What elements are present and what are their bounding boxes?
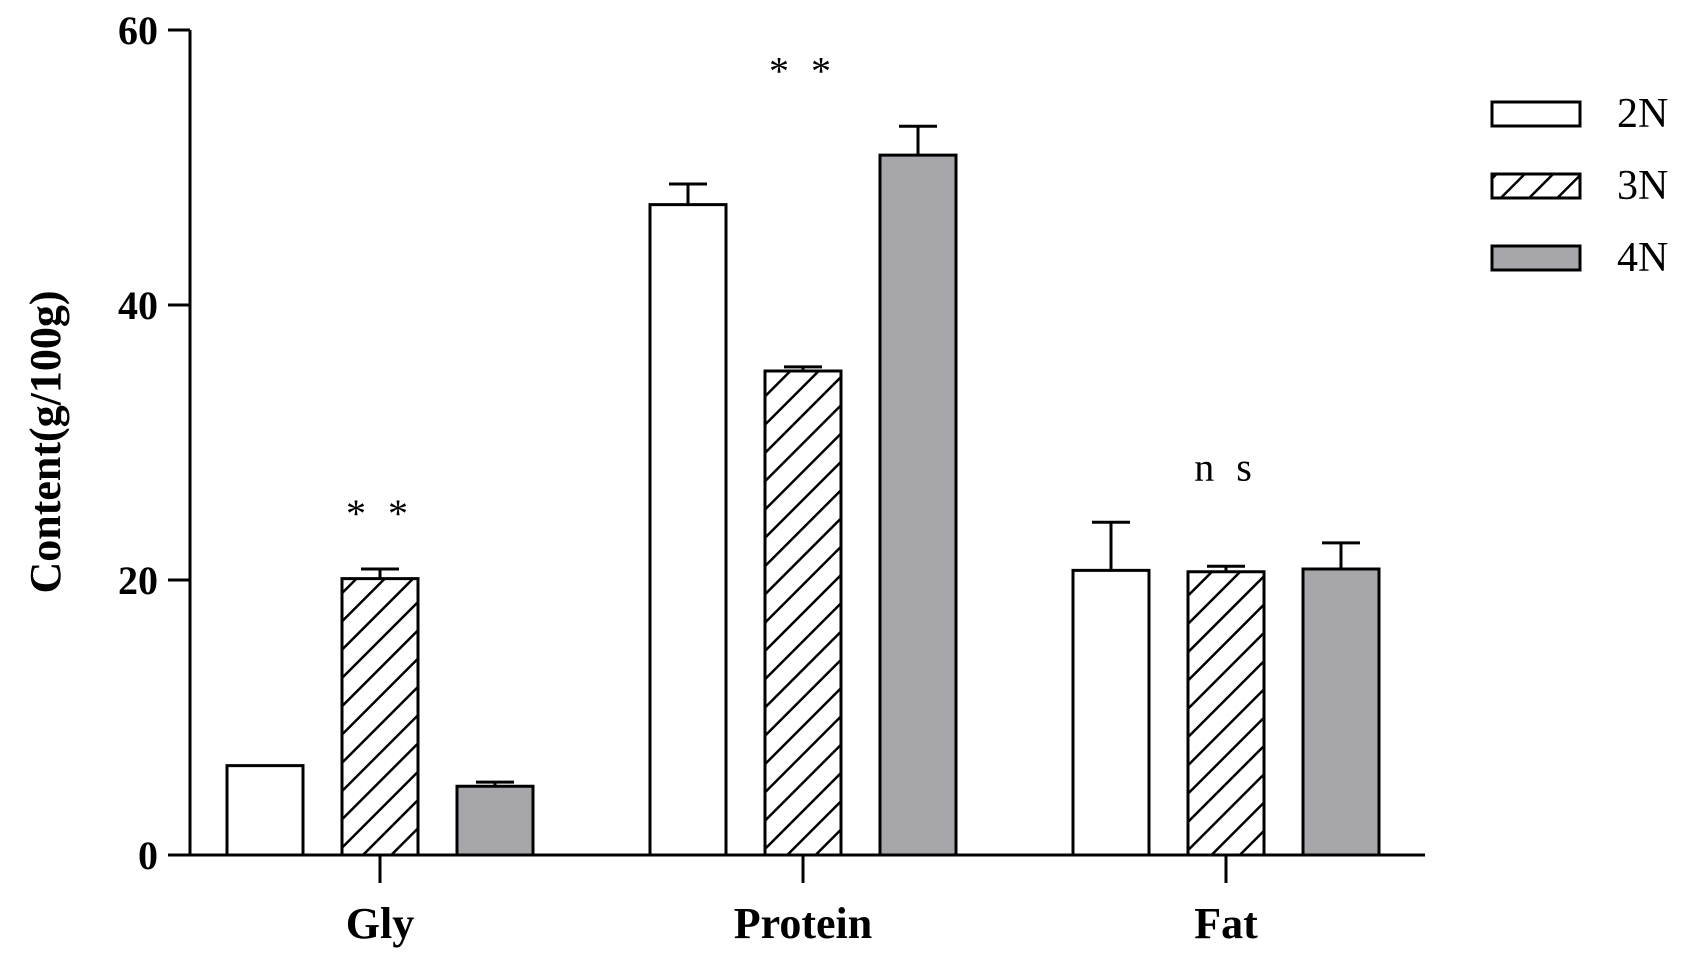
y-tick-label: 20 <box>118 558 158 603</box>
x-axis-ticks: Gly Protein Fat <box>346 855 1258 948</box>
bar-3N-fat <box>1186 570 1266 857</box>
y-axis-ticks: 0 20 40 60 <box>118 8 190 878</box>
legend-label-2N: 2N <box>1617 91 1668 137</box>
bar-2N-fat <box>1071 568 1151 857</box>
x-tick-label: Fat <box>1194 899 1258 948</box>
significance-label: * * <box>769 48 837 93</box>
legend-label-3N: 3N <box>1617 163 1668 209</box>
significance-label: n s <box>1194 444 1258 489</box>
x-tick-label: Gly <box>346 899 414 948</box>
bars <box>225 153 1381 857</box>
significance-labels: * * * * n s <box>346 48 1258 536</box>
bar-3N-gly <box>340 577 420 857</box>
legend-swatch-3N <box>1490 172 1582 200</box>
legend-label-4N: 4N <box>1617 235 1668 281</box>
x-tick-label: Protein <box>734 899 873 948</box>
y-axis-title: Content(g/100g) <box>21 290 70 593</box>
y-tick-label: 0 <box>138 833 158 878</box>
bar-4N-gly <box>455 784 535 857</box>
error-bars <box>361 124 1360 787</box>
bar-4N-fat <box>1301 567 1381 857</box>
bar-2N-gly <box>225 764 305 857</box>
bar-4N-protein <box>878 153 958 857</box>
significance-label: * * <box>346 491 414 536</box>
legend: 2N 3N 4N <box>1490 91 1668 281</box>
legend-swatch-4N <box>1490 244 1582 272</box>
y-tick-label: 40 <box>118 283 158 328</box>
y-tick-label: 60 <box>118 8 158 53</box>
bar-3N-protein <box>763 369 843 857</box>
legend-swatch-2N <box>1490 100 1582 128</box>
bar-2N-protein <box>648 203 728 857</box>
